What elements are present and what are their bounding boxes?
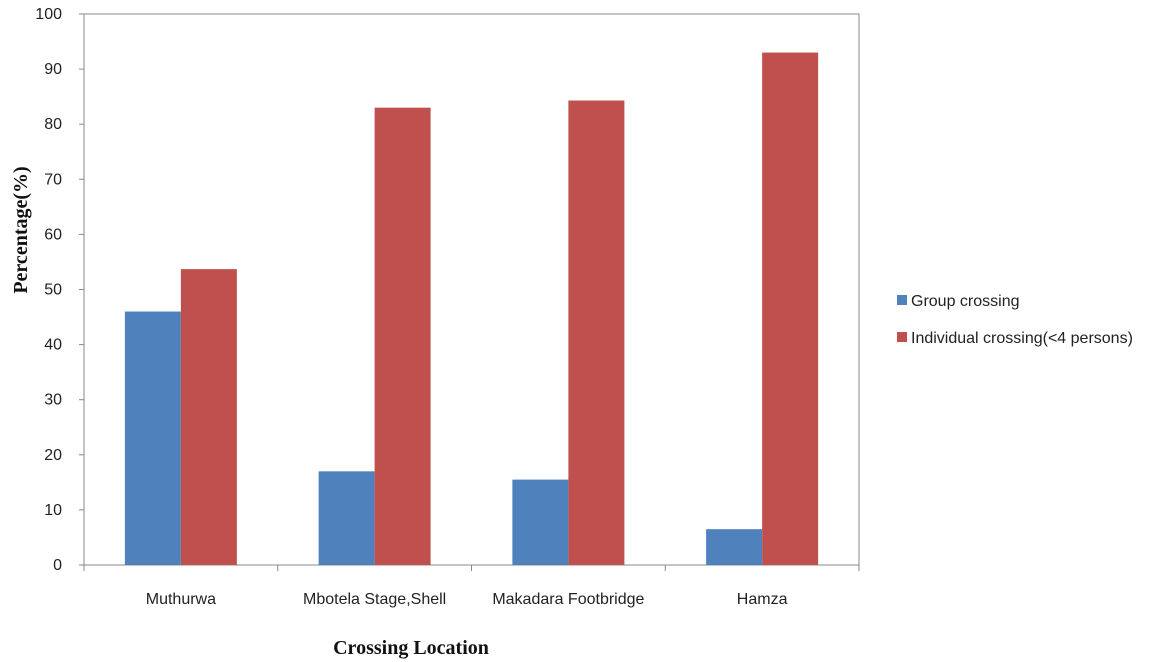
legend-label-group-crossing: Group crossing	[911, 293, 1020, 310]
legend-swatch-group-crossing	[897, 295, 907, 305]
category-label: Mbotela Stage,Shell	[303, 591, 446, 608]
bar-group-crossing	[512, 479, 569, 565]
y-axis: 0 10 20 30 40 50 60 70 80 90 100	[35, 6, 84, 574]
x-axis	[83, 565, 860, 571]
category-label: Muthurwa	[146, 591, 216, 608]
category-labels: Muthurwa Mbotela Stage,Shell Makadara Foot…	[146, 591, 788, 608]
category-label: Hamza	[737, 591, 788, 608]
y-tick-label: 10	[44, 502, 62, 519]
y-tick-label: 60	[44, 226, 62, 243]
bar-group-crossing	[706, 529, 763, 565]
y-tick-label: 90	[44, 61, 62, 78]
legend-label-individual-crossing: Individual crossing(<4 persons)	[911, 330, 1133, 347]
bar-group-crossing	[318, 471, 375, 565]
y-tick-label: 20	[44, 447, 62, 464]
y-axis-title: Percentage(%)	[10, 166, 32, 293]
legend: Group crossing Individual crossing(<4 pe…	[897, 293, 1133, 347]
category-label: Makadara Footbridge	[492, 591, 644, 608]
y-tick-label: 30	[44, 392, 62, 409]
bar-individual-crossing	[568, 100, 625, 565]
y-tick-label: 0	[53, 557, 62, 574]
bars	[124, 52, 819, 566]
bar-individual-crossing	[180, 269, 237, 565]
y-tick-label: 100	[35, 6, 62, 23]
legend-swatch-individual-crossing	[897, 332, 907, 342]
y-tick-label: 40	[44, 337, 62, 354]
y-tick-label: 70	[44, 171, 62, 188]
y-tick-label: 50	[44, 282, 62, 299]
bar-group-crossing	[124, 311, 181, 565]
bar-individual-crossing	[762, 52, 819, 565]
x-axis-title: Crossing Location	[333, 637, 489, 659]
bar-individual-crossing	[374, 107, 431, 566]
y-tick-label: 80	[44, 116, 62, 133]
